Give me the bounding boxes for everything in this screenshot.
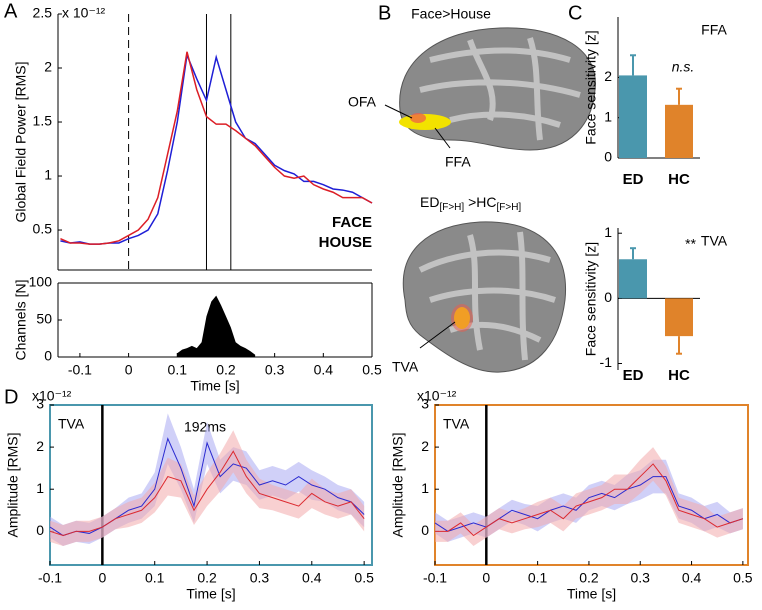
y-tick-label: 0 bbox=[44, 348, 52, 364]
annotation: 192ms bbox=[184, 419, 226, 435]
y-tick-label: 0 bbox=[604, 289, 612, 305]
x-axis-label: Time [s] bbox=[567, 586, 616, 602]
y-axis-label: Amplitude [RMS] bbox=[390, 432, 406, 537]
y-tick-label: 50 bbox=[36, 311, 52, 327]
y-tick-label: 1.5 bbox=[33, 113, 53, 129]
bar bbox=[619, 259, 647, 299]
x-tick-label: -0.1 bbox=[68, 362, 92, 378]
bar bbox=[619, 75, 647, 158]
bar bbox=[665, 298, 693, 337]
y-tick-label: 3 bbox=[36, 396, 44, 412]
y-tick-label: 0 bbox=[604, 149, 612, 165]
x-tick-label: -0.1 bbox=[423, 570, 447, 586]
plot-frame bbox=[49, 404, 373, 566]
x-tick-label: 0 bbox=[482, 570, 490, 586]
area-series bbox=[177, 295, 256, 357]
brain-title: ED[F>H] >HC[F>H] bbox=[420, 194, 521, 213]
x-axis-label: Time [s] bbox=[190, 378, 239, 394]
y-tick-label: 100 bbox=[29, 274, 53, 290]
x-tick-label: -0.1 bbox=[38, 570, 62, 586]
x-tick-label: 0.3 bbox=[250, 570, 270, 586]
brain-title: Face>House bbox=[411, 6, 491, 22]
x-axis-label: Time [s] bbox=[186, 586, 235, 602]
x-tick-label: 0.3 bbox=[265, 362, 285, 378]
x-tick-label: 0.4 bbox=[314, 362, 334, 378]
y-tick-label: -1 bbox=[600, 354, 613, 370]
error-band bbox=[50, 430, 365, 547]
x-tick-label: 0.5 bbox=[733, 570, 753, 586]
region-label: TVA bbox=[58, 416, 85, 432]
error-band bbox=[435, 447, 743, 547]
x-tick-label: 0.2 bbox=[216, 362, 236, 378]
y-axis-label: Amplitude [RMS] bbox=[5, 432, 21, 537]
line-series bbox=[435, 463, 744, 537]
x-tick-label: 0 bbox=[125, 362, 133, 378]
y-tick-label: 2.5 bbox=[33, 5, 53, 21]
line-series bbox=[60, 52, 373, 245]
y-axis-label: Channels [N] bbox=[13, 280, 29, 361]
bar bbox=[665, 104, 693, 158]
line-series bbox=[60, 51, 373, 245]
legend-entry: FACE bbox=[332, 214, 372, 231]
y-tick-label: 1 bbox=[604, 108, 612, 124]
chart-title: FFA bbox=[701, 22, 727, 38]
y-axis-label: Global Field Power [RMS] bbox=[13, 61, 29, 222]
axis-multiplier: x 10⁻¹² bbox=[62, 5, 106, 21]
y-tick-label: 2 bbox=[44, 59, 52, 75]
title-part: [F>H] bbox=[439, 202, 464, 213]
legend-entry: HOUSE bbox=[319, 234, 372, 251]
axis-multiplier: x10⁻¹² bbox=[32, 388, 72, 404]
panel-label: D bbox=[4, 386, 18, 408]
y-tick-label: 1 bbox=[44, 167, 52, 183]
y-tick-label: 3 bbox=[421, 396, 429, 412]
y-tick-label: 2 bbox=[36, 438, 44, 454]
y-tick-label: 2 bbox=[604, 68, 612, 84]
y-tick-label: 0 bbox=[421, 522, 429, 538]
x-tick-label: 0.2 bbox=[579, 570, 599, 586]
category-label: HC bbox=[668, 367, 690, 384]
plot-frame bbox=[434, 404, 749, 566]
y-axis-label: Face sensitivity [z] bbox=[583, 242, 599, 356]
title-part: [F>H] bbox=[496, 202, 521, 213]
y-tick-label: 1 bbox=[604, 224, 612, 240]
region-label: FFA bbox=[445, 154, 471, 170]
x-tick-label: 0.4 bbox=[682, 570, 702, 586]
y-tick-label: 0.5 bbox=[33, 221, 53, 237]
annotation: ** bbox=[685, 236, 696, 252]
x-tick-label: 0.1 bbox=[168, 362, 188, 378]
axis-multiplier: x10⁻¹² bbox=[417, 388, 457, 404]
x-tick-label: 0.4 bbox=[302, 570, 322, 586]
annotation: n.s. bbox=[672, 59, 695, 75]
y-tick-label: 1 bbox=[421, 480, 429, 496]
brain-bottom bbox=[402, 221, 567, 373]
category-label: HC bbox=[668, 171, 690, 188]
x-tick-label: 0.5 bbox=[362, 362, 382, 378]
y-tick-label: 1 bbox=[36, 480, 44, 496]
region-label: TVA bbox=[392, 359, 419, 375]
title-part: >HC bbox=[464, 194, 496, 210]
chart-title: TVA bbox=[701, 233, 728, 249]
title-part: ED bbox=[420, 194, 439, 210]
panel-label: A bbox=[4, 0, 18, 22]
brain-top bbox=[384, 27, 596, 151]
x-tick-label: 0.5 bbox=[354, 570, 374, 586]
region-label: OFA bbox=[348, 94, 377, 110]
x-tick-label: 0.1 bbox=[145, 570, 165, 586]
category-label: ED bbox=[623, 367, 644, 384]
category-label: ED bbox=[623, 171, 644, 188]
panel-label: C bbox=[568, 2, 582, 24]
y-tick-label: 2 bbox=[421, 438, 429, 454]
x-tick-label: 0.2 bbox=[197, 570, 217, 586]
y-tick-label: 0 bbox=[36, 522, 44, 538]
panel-label: B bbox=[378, 2, 391, 24]
y-axis-label: Face sensitivity [z] bbox=[583, 30, 599, 144]
line-series bbox=[49, 450, 365, 537]
x-tick-label: 0 bbox=[98, 570, 106, 586]
x-tick-label: 0.3 bbox=[631, 570, 651, 586]
x-tick-label: 0.1 bbox=[528, 570, 548, 586]
region-label: TVA bbox=[443, 416, 470, 432]
